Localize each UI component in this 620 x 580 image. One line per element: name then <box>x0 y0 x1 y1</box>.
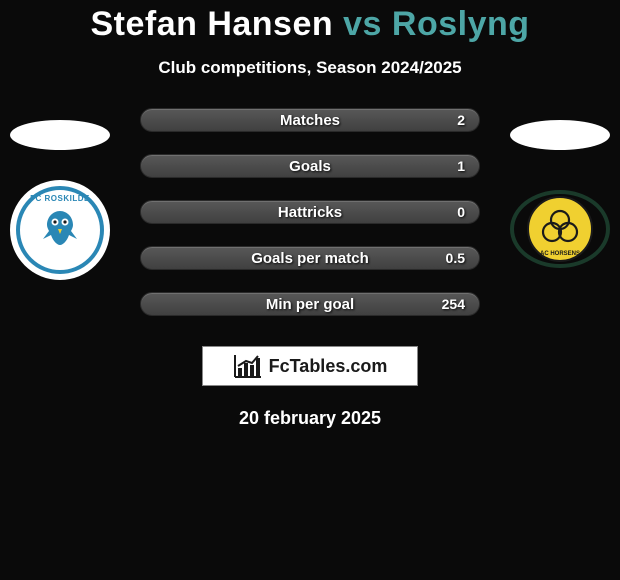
stat-row-goals: Goals 1 <box>140 154 480 178</box>
stat-row-mpg: Min per goal 254 <box>140 292 480 316</box>
stat-right-value: 0 <box>425 204 465 220</box>
subtitle: Club competitions, Season 2024/2025 <box>0 58 620 78</box>
player1-name: Stefan Hansen <box>90 5 333 43</box>
branding-text: FcTables.com <box>269 356 388 377</box>
stat-right-value: 254 <box>425 296 465 312</box>
player2-photo-placeholder <box>510 120 610 150</box>
club-right-badge-inner: AC HORSENS <box>527 196 593 262</box>
player1-photo-placeholder <box>10 120 110 150</box>
page-title: Stefan Hansen vs Roslyng <box>0 5 620 44</box>
eagle-icon <box>35 205 85 249</box>
rings-icon <box>537 207 583 252</box>
club-left-badge-inner: FC ROSKILDE <box>16 186 104 274</box>
stat-label: Goals <box>289 158 331 175</box>
stat-right-value: 1 <box>425 158 465 174</box>
chart-icon <box>233 353 263 379</box>
stat-row-matches: Matches 2 <box>140 108 480 132</box>
club-left-name: FC ROSKILDE <box>30 194 90 203</box>
stat-row-hattricks: Hattricks 0 <box>140 200 480 224</box>
club-right-name: AC HORSENS <box>540 251 580 257</box>
comparison-card: Stefan Hansen vs Roslyng Club competitio… <box>0 0 620 429</box>
stat-row-gpm: Goals per match 0.5 <box>140 246 480 270</box>
stat-label: Hattricks <box>278 204 342 221</box>
branding-box: FcTables.com <box>202 346 418 386</box>
stat-label: Goals per match <box>251 250 369 267</box>
vs-label: vs <box>343 5 382 43</box>
player2-name: Roslyng <box>392 5 530 43</box>
club-left-badge: FC ROSKILDE <box>10 180 110 280</box>
stat-right-value: 0.5 <box>425 250 465 266</box>
stats-list: Matches 2 Goals 1 Hattricks 0 Goals per … <box>140 108 480 316</box>
stat-right-value: 2 <box>425 112 465 128</box>
right-club-column: AC HORSENS <box>510 120 610 258</box>
club-right-badge: AC HORSENS <box>510 190 610 268</box>
stat-label: Min per goal <box>266 296 354 313</box>
left-club-column: FC ROSKILDE <box>10 120 110 280</box>
date-label: 20 february 2025 <box>0 408 620 429</box>
stat-label: Matches <box>280 112 340 129</box>
